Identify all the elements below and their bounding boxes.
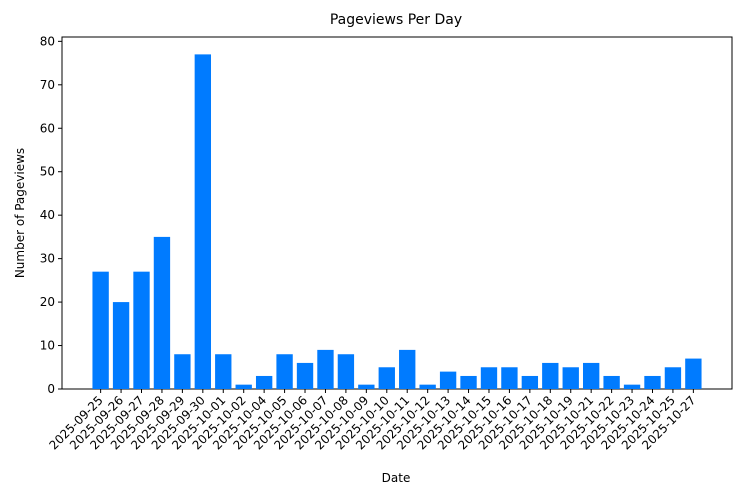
y-tick-label: 40 [40,208,55,222]
y-tick-label: 0 [47,382,55,396]
bar [276,354,293,389]
bar [439,371,457,389]
y-tick-label: 50 [40,165,55,179]
bar [399,349,416,389]
bar [623,384,641,389]
y-tick-label: 10 [40,339,55,353]
bar [644,375,661,389]
bar [174,354,191,389]
bar [562,367,579,389]
bar [337,354,355,389]
bar [194,54,212,389]
y-axis-label: Number of Pageviews [13,148,27,278]
bar [255,375,273,389]
y-tick-label: 70 [40,78,55,92]
bar [133,271,150,389]
bar [460,375,477,389]
y-tick-label: 60 [40,121,55,135]
bar [112,302,130,389]
bar [685,358,702,389]
y-tick-label: 80 [40,34,55,48]
plot-frame [61,36,733,390]
bar [215,354,232,389]
bar [664,367,682,389]
bar [501,367,518,389]
bar [235,384,252,389]
bar [480,367,498,389]
bar [92,271,109,389]
bar [296,362,314,389]
y-tick-label: 20 [40,295,55,309]
bar [603,375,620,389]
bar [542,362,559,389]
bar [153,236,171,389]
y-tick-label: 30 [40,252,55,266]
bar [521,375,539,389]
bar [358,384,375,389]
bar [317,349,334,389]
bar [378,367,395,389]
chart-title: Pageviews Per Day [330,12,462,28]
x-axis-label: Date [382,471,411,485]
bar [419,384,436,389]
bar [582,362,600,389]
